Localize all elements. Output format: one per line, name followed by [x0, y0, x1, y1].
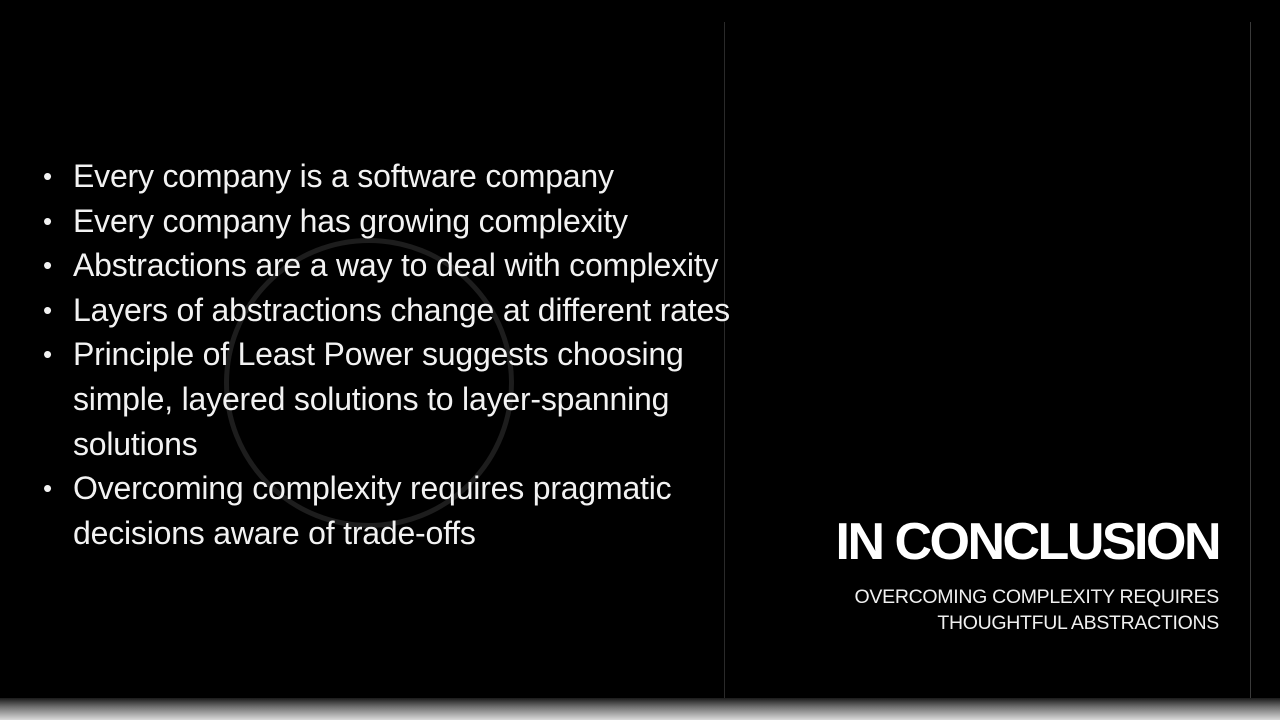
- bullet-text: Overcoming complexity requires pragmatic…: [73, 470, 672, 551]
- bullet-dot-icon: •: [43, 294, 52, 325]
- bullet-dot-icon: •: [43, 250, 52, 281]
- title-panel: [724, 22, 1251, 708]
- bullet-item: • Every company is a software company: [40, 154, 773, 199]
- bullet-dot-icon: •: [43, 161, 52, 191]
- bullet-dot-icon: •: [43, 339, 52, 370]
- bottom-bar: [0, 698, 1280, 720]
- bullet-item: • Principle of Least Power suggests choo…: [40, 332, 773, 466]
- bullet-text: Every company has growing complexity: [73, 202, 628, 239]
- bullet-item: • Overcoming complexity requires pragmat…: [40, 466, 773, 555]
- bullet-text: Every company is a software company: [73, 158, 614, 194]
- decorative-ring: [224, 238, 514, 528]
- bullet-item: • Every company has growing complexity: [40, 199, 773, 244]
- bullet-item: • Abstractions are a way to deal with co…: [40, 243, 773, 288]
- bullet-dot-icon: •: [43, 473, 52, 504]
- bullet-text: Principle of Least Power suggests choosi…: [73, 336, 684, 462]
- bullet-text: Layers of abstractions change at differe…: [73, 291, 730, 328]
- bullet-list: • Every company is a software company • …: [40, 154, 810, 555]
- bullet-item: • Layers of abstractions change at diffe…: [40, 288, 843, 333]
- bullet-dot-icon: •: [43, 205, 52, 236]
- bullet-text: Abstractions are a way to deal with comp…: [73, 247, 719, 284]
- slide-title: IN CONCLUSION: [835, 513, 1222, 571]
- slide-subtitle: OVERCOMING COMPLEXITY REQUIRES THOUGHTFU…: [854, 586, 1220, 634]
